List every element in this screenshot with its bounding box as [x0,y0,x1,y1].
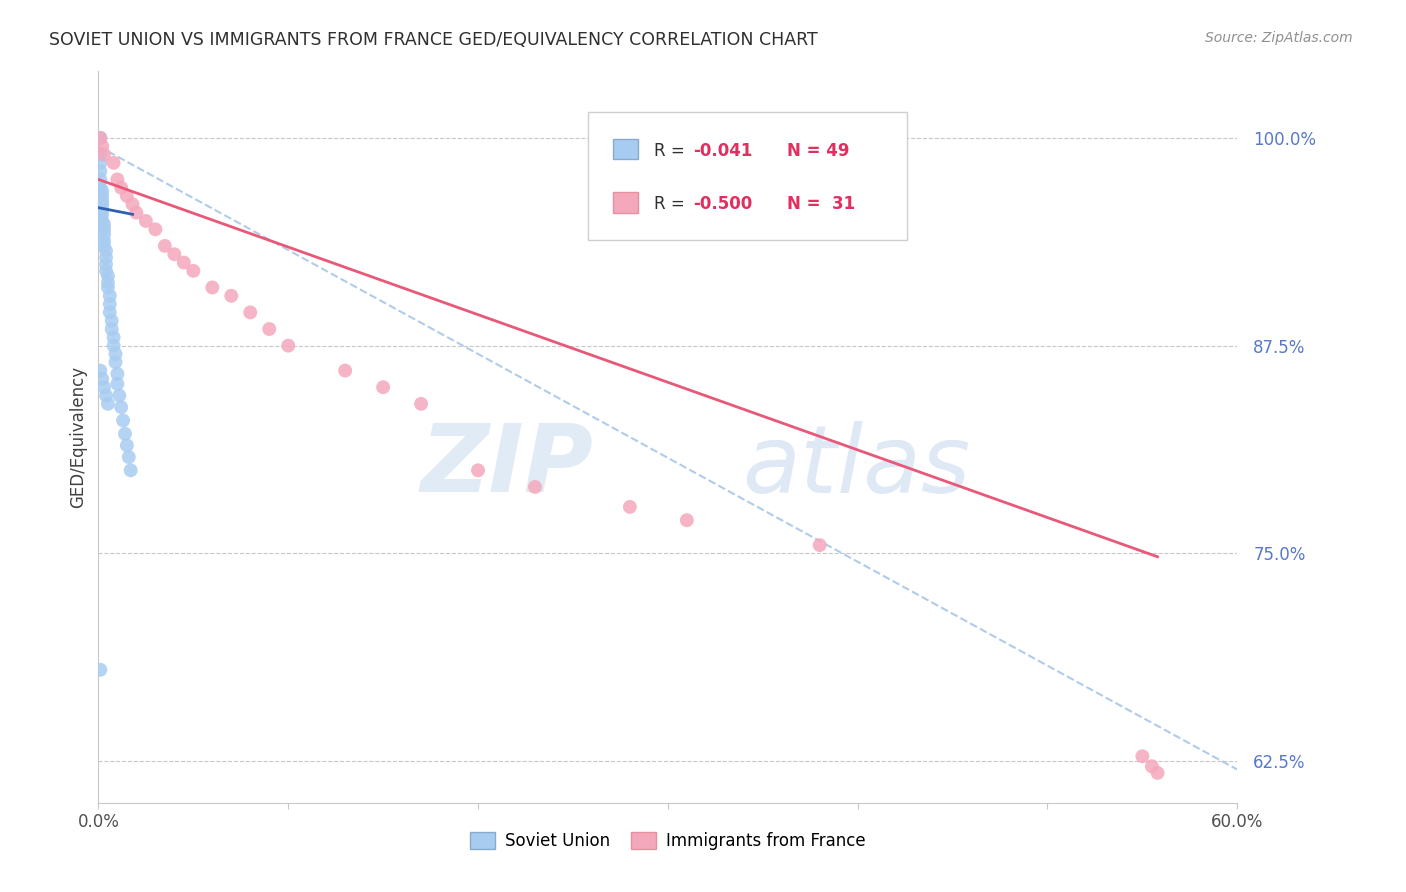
Point [277,339,299,353]
Point [115,438,138,452]
Point [107,172,129,186]
Point [100,322,122,336]
Point [94,264,117,278]
Point [97,268,120,283]
Point [91,184,114,198]
Text: ZIP: ZIP [420,420,593,512]
FancyBboxPatch shape [613,192,638,212]
Point [107,376,129,391]
Point [107,367,129,381]
Point [120,463,142,477]
Point [1146,765,1168,780]
Point [93,239,115,253]
Point [676,513,699,527]
Point [467,463,489,477]
Point [91,189,114,203]
Point [104,347,127,361]
Point [524,480,547,494]
Point [411,397,433,411]
Point [121,197,143,211]
Text: -0.041: -0.041 [693,142,752,160]
Legend: Soviet Union, Immigrants from France: Soviet Union, Immigrants from France [464,825,872,856]
Point [97,280,120,294]
Point [808,538,831,552]
Point [98,305,121,319]
Text: R =: R = [654,195,690,213]
Point [91,139,114,153]
Point [91,372,114,386]
FancyBboxPatch shape [588,112,907,240]
Y-axis label: GED/Equivalency: GED/Equivalency [69,366,87,508]
Point [108,388,131,402]
Point [98,297,121,311]
Point [103,339,125,353]
Point [114,426,136,441]
Text: -0.500: -0.500 [693,195,752,213]
Point [93,227,115,242]
Point [91,197,114,211]
Text: SOVIET UNION VS IMMIGRANTS FROM FRANCE GED/EQUIVALENCY CORRELATION CHART: SOVIET UNION VS IMMIGRANTS FROM FRANCE G… [49,31,818,49]
Point [103,330,125,344]
Point [104,355,127,369]
Point [112,413,135,427]
Point [619,500,641,514]
Point [89,180,111,194]
Point [94,244,117,258]
Point [259,322,281,336]
Point [94,388,117,402]
Point [1140,759,1163,773]
Point [91,202,114,217]
Point [89,663,111,677]
Point [89,172,111,186]
Point [93,147,115,161]
Point [100,314,122,328]
Point [110,400,132,414]
Point [145,222,167,236]
Point [89,363,111,377]
Point [153,239,176,253]
Point [97,276,120,290]
Text: atlas: atlas [742,421,970,512]
Point [201,280,224,294]
Point [1132,749,1154,764]
Point [135,214,157,228]
Point [93,217,115,231]
Point [183,264,205,278]
Point [89,131,111,145]
Point [239,305,262,319]
Point [91,207,114,221]
Point [335,363,357,377]
Point [94,257,117,271]
Point [98,289,121,303]
Point [97,397,120,411]
Point [93,380,115,394]
Point [163,247,186,261]
Text: N =  31: N = 31 [787,195,856,213]
Point [110,180,132,194]
Point [103,156,125,170]
Point [89,156,111,170]
Point [89,147,111,161]
Point [91,194,114,208]
Point [94,251,117,265]
Point [93,222,115,236]
Point [115,189,138,203]
Text: R =: R = [654,142,690,160]
Point [371,380,394,394]
Point [173,255,195,269]
Text: Source: ZipAtlas.com: Source: ZipAtlas.com [1205,31,1353,45]
Point [118,450,141,464]
Point [89,164,111,178]
FancyBboxPatch shape [613,138,638,160]
Text: N = 49: N = 49 [787,142,851,160]
Point [93,234,115,248]
Point [125,205,148,219]
Point [91,214,114,228]
Point [89,131,111,145]
Point [221,289,243,303]
